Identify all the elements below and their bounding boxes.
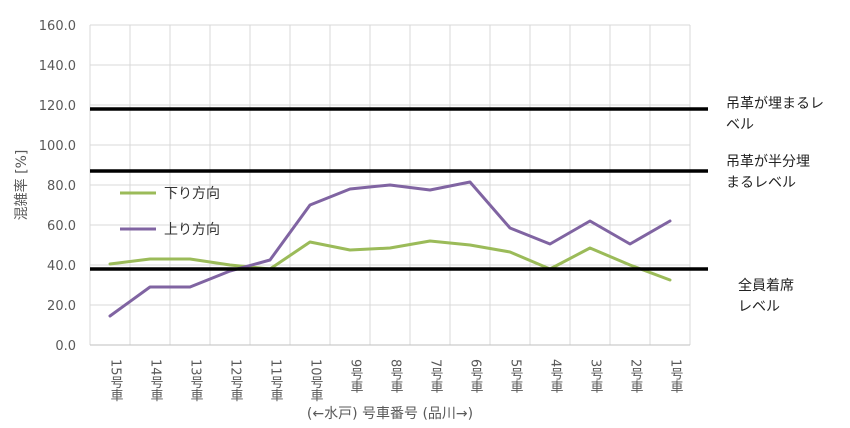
x-tick-label: 12号車 (228, 359, 244, 402)
x-tick-label: 4号車 (548, 359, 564, 394)
x-tick-label: 1号車 (668, 359, 684, 394)
x-tick-label: 3号車 (588, 359, 604, 394)
x-axis-ticks: 15号車 14号車 13号車 12号車 11号車 10号車 9号車 8号車 7号車 6号車 5号車 4… (108, 359, 684, 402)
x-tick-label: 2号車 (628, 359, 644, 394)
y-tick-label: 0.0 (55, 339, 76, 354)
x-tick-label: 14号車 (148, 359, 164, 402)
x-tick-label: 10号車 (308, 359, 324, 402)
x-tick-label: 8号車 (388, 359, 404, 394)
y-tick-label: 140.0 (39, 59, 76, 74)
legend-label: 下り方向 (164, 186, 220, 202)
y-tick-label: 20.0 (47, 299, 76, 314)
y-tick-label: 60.0 (47, 219, 76, 234)
reference-lines (90, 107, 708, 271)
reference-label: レベル (738, 299, 780, 315)
chart-grid (89, 24, 691, 346)
x-tick-label: 13号車 (188, 359, 204, 402)
series-line (108, 180, 672, 318)
series-lines (108, 180, 672, 318)
x-tick-label: 5号車 (508, 359, 524, 394)
x-tick-label: 9号車 (348, 359, 364, 394)
x-tick-label: 11号車 (268, 359, 284, 402)
reference-label: 吊革が埋まるレ (726, 96, 824, 112)
y-axis-ticks: 0.0 20.0 40.0 60.0 80.0 100.0 120.0 140.0 160.0 (39, 19, 76, 354)
x-tick-label: 15号車 (108, 359, 124, 402)
legend-label: 上り方向 (164, 222, 220, 238)
series-line (108, 239, 672, 282)
y-tick-label: 100.0 (39, 139, 76, 154)
y-tick-label: 80.0 (47, 179, 76, 194)
x-tick-label: 6号車 (468, 359, 484, 394)
reference-label: まるレベル (726, 175, 796, 191)
y-axis-title: 混雑率 [%] (13, 150, 30, 221)
reference-label: ベル (726, 117, 754, 133)
reference-label: 吊革が半分埋 (726, 154, 810, 170)
y-tick-label: 40.0 (47, 259, 76, 274)
y-tick-label: 120.0 (39, 99, 76, 114)
x-tick-label: 7号車 (428, 359, 444, 394)
reference-label: 全員着席 (738, 277, 794, 294)
x-axis-title: (←水戸) 号車番号 (品川→) (307, 405, 473, 422)
y-tick-label: 160.0 (39, 19, 76, 34)
